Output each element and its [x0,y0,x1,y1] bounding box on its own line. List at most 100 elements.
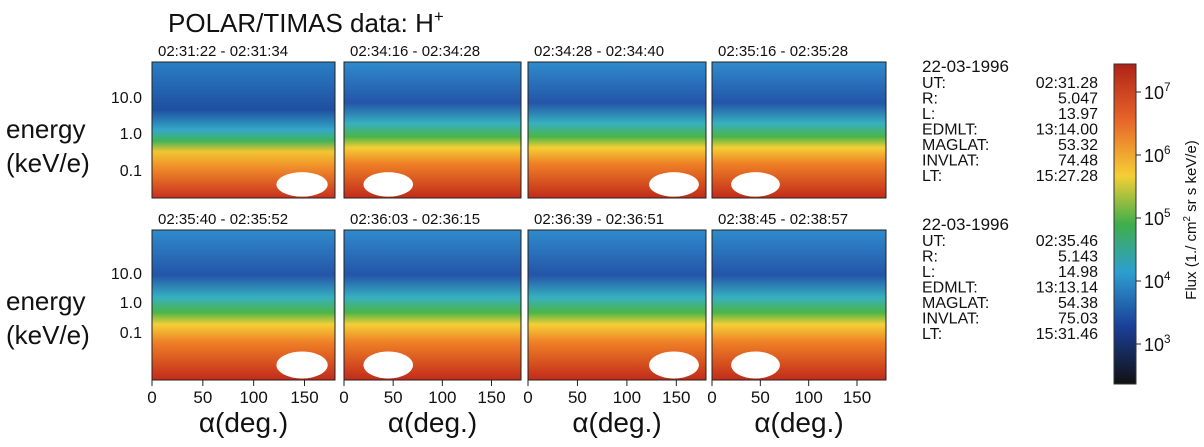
y-tick-label: 1.0 [120,126,142,143]
panel-frame [343,229,522,381]
colorbar-tick-exp: 4 [1164,270,1171,283]
panel-time: 02:36:03 - 02:36:15 [350,211,480,228]
info-key: LT: [922,326,942,343]
x-tick-label: 50 [384,388,403,407]
panel-time: 02:31:22 - 02:31:34 [158,43,288,60]
info-key: INVLAT: [922,153,980,170]
x-tick-label: 0 [339,388,348,407]
info-value: 54.38 [1058,295,1098,312]
colorbar-tick-label: 107 [1144,81,1171,103]
info-key: MAGLAT: [922,295,989,312]
info-value: 5.047 [1058,91,1098,108]
x-tick-label: 0 [707,388,716,407]
colorbar-tick-base: 10 [1144,146,1164,166]
no-data-region [731,172,780,197]
x-tick-label: 100 [239,388,267,407]
x-tick-label: 50 [751,388,770,407]
y-axis-label: (keV/e) [6,148,90,178]
x-tick-label: 100 [794,388,822,407]
colorbar-tick-label: 105 [1144,207,1171,229]
colorbar-tick-base: 10 [1144,272,1164,292]
no-data-region [731,351,780,379]
panel-frame [711,61,887,199]
info-date: 22-03-1996 [922,215,1009,234]
x-tick-label: 100 [428,388,456,407]
colorbar-tick-exp: 3 [1164,333,1171,346]
info-key: MAGLAT: [922,137,989,154]
x-tick-label: 0 [523,388,532,407]
info-value: 74.48 [1058,153,1098,170]
colorbar-tick-exp: 7 [1164,81,1171,94]
colorbar-tick-label: 103 [1144,333,1171,355]
info-value: 13.97 [1058,106,1098,123]
info-value: 13:13.14 [1036,280,1098,297]
x-axis-label: α(deg.) [572,407,661,438]
info-value: 15:31.46 [1036,326,1098,343]
info-date: 22-03-1996 [922,57,1009,76]
colorbar-tick-label: 106 [1144,144,1171,166]
panel-time: 02:38:45 - 02:38:57 [718,211,848,228]
colorbar-tick-base: 10 [1144,209,1164,229]
y-tick-label: 10.0 [111,90,142,107]
colorbar-tick-exp: 6 [1164,144,1171,157]
colorbar-tick-base: 10 [1144,335,1164,355]
info-key: LT: [922,168,942,185]
info-value: 14.98 [1058,264,1098,281]
colorbar-label: Flux (1./ cm2 sr s keV/e) [1182,140,1200,300]
panel-time: 02:36:39 - 02:36:51 [534,211,664,228]
y-axis-label: energy [6,286,86,316]
no-data-region [649,351,699,379]
colorbar-tick-exp: 5 [1164,207,1171,220]
info-value: 02:31.28 [1036,75,1098,92]
x-tick-label: 150 [477,388,505,407]
y-axis-label: (keV/e) [6,320,90,350]
info-value: 02:35.46 [1036,233,1098,250]
panel-frame [527,229,707,381]
no-data-region [276,172,328,197]
info-key: UT: [922,233,946,250]
colorbar [1113,63,1137,385]
x-tick-label: 100 [613,388,641,407]
info-key: L: [922,106,935,123]
no-data-region [363,172,414,197]
x-axis-label: α(deg.) [388,407,477,438]
figure-title: POLAR/TIMAS data: H+ [168,7,444,38]
no-data-region [363,351,414,379]
y-axis-label: energy [6,114,86,144]
panel-frame [151,61,336,199]
panel-time: 02:34:28 - 02:34:40 [534,43,664,60]
panel-frame [151,229,336,381]
no-data-region [649,172,699,197]
panel-time: 02:35:16 - 02:35:28 [718,43,848,60]
colorbar-tick-label: 104 [1144,270,1171,292]
info-key: INVLAT: [922,311,980,328]
panel-frame [711,229,887,381]
info-key: EDMLT: [922,280,978,297]
x-axis-label: α(deg.) [754,407,843,438]
no-data-region [276,351,328,379]
info-key: EDMLT: [922,122,978,139]
colorbar-label-superscript: 2 [1182,216,1193,221]
info-key: UT: [922,75,946,92]
info-value: 15:27.28 [1036,168,1098,185]
info-key: L: [922,264,935,281]
x-axis-label: α(deg.) [199,407,288,438]
x-tick-label: 150 [843,388,871,407]
panel-frame [527,61,707,199]
info-key: R: [922,249,938,266]
y-tick-label: 0.1 [120,325,142,342]
x-tick-label: 50 [193,388,212,407]
x-tick-label: 50 [568,388,587,407]
info-key: R: [922,91,938,108]
colorbar-label-text: Flux (1./ cm [1183,221,1200,299]
info-value: 13:14.00 [1036,122,1098,139]
y-tick-label: 1.0 [120,295,142,312]
panel-time: 02:35:40 - 02:35:52 [158,211,288,228]
title-text: POLAR/TIMAS data: H [168,8,434,38]
colorbar-label-text: sr s keV/e) [1183,140,1200,216]
panel-time: 02:34:16 - 02:34:28 [350,43,480,60]
panel-frame [343,61,522,199]
x-tick-label: 150 [662,388,690,407]
info-value: 5.143 [1058,249,1098,266]
